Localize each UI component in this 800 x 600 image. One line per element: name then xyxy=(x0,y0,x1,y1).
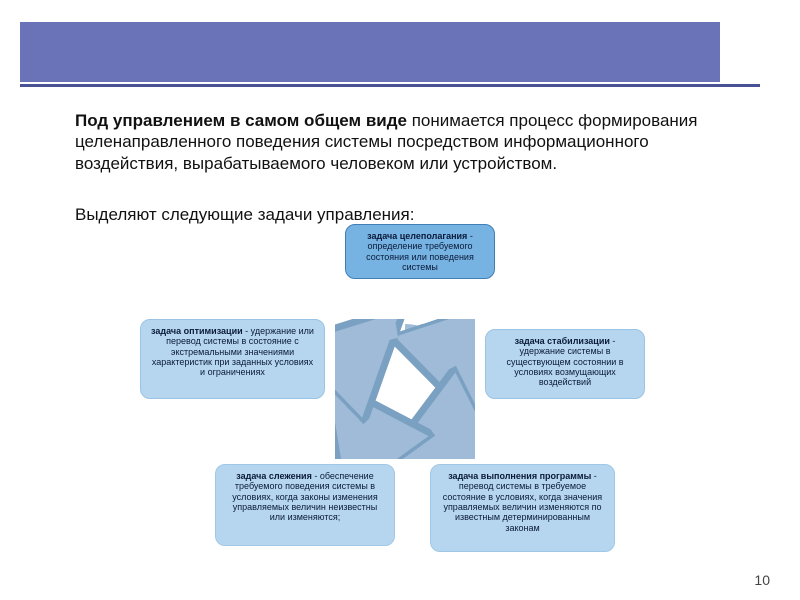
header-underline xyxy=(20,84,760,87)
subtitle: Выделяют следующие задачи управления: xyxy=(75,205,414,225)
header-band xyxy=(20,22,720,82)
node-title: задача выполнения программы xyxy=(448,471,591,481)
cycle-arrows xyxy=(335,319,475,459)
intro-paragraph: Под управлением в самом общем виде поним… xyxy=(75,110,735,174)
node-title: задача целеполагания xyxy=(367,231,467,241)
node-bottom-left: задача слежения - обеспечение требуемого… xyxy=(215,464,395,546)
intro-bold: Под управлением в самом общем виде xyxy=(75,111,407,130)
node-bottom-right: задача выполнения программы - перевод си… xyxy=(430,464,615,552)
cycle-diagram: задача целеполагания - определение требу… xyxy=(140,224,660,564)
node-title: задача слежения xyxy=(236,471,312,481)
page-number: 10 xyxy=(754,572,770,588)
node-title: задача стабилизации xyxy=(515,336,610,346)
node-right: задача стабилизации - удержание системы … xyxy=(485,329,645,399)
node-left: задача оптимизации - удержание или перев… xyxy=(140,319,325,399)
node-top: задача целеполагания - определение требу… xyxy=(345,224,495,279)
node-title: задача оптимизации xyxy=(151,326,243,336)
